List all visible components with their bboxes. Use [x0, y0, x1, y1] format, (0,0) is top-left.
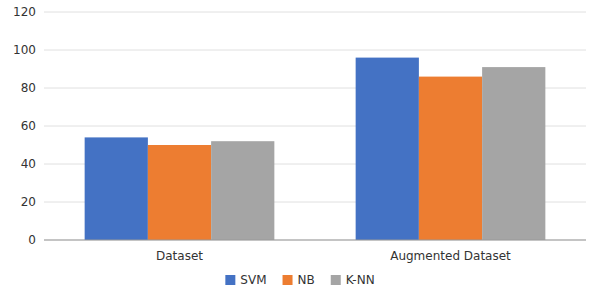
- y-tick-label: 120: [13, 5, 36, 19]
- y-tick-label: 80: [21, 81, 36, 95]
- y-tick-label: 100: [13, 43, 36, 57]
- legend-swatch: [283, 275, 293, 285]
- legend-label: K-NN: [346, 273, 375, 287]
- bar: [148, 145, 211, 240]
- grid-line: [44, 50, 586, 51]
- bar: [482, 67, 545, 240]
- bar: [85, 137, 148, 240]
- legend-swatch: [225, 275, 235, 285]
- grid-line: [44, 12, 586, 13]
- bar: [356, 58, 419, 240]
- bar: [419, 77, 482, 240]
- legend-label: SVM: [240, 273, 266, 287]
- y-tick-label: 0: [28, 233, 36, 247]
- legend: SVM NB K-NN: [225, 273, 374, 287]
- y-tick-label: 20: [21, 195, 36, 209]
- chart-root: 0 20 40 60 80 100 120 Dataset Augmented Dataset S…: [0, 0, 600, 302]
- chart-svg: 0 20 40 60 80 100 120 Dataset Augmented Dataset S…: [0, 0, 600, 302]
- y-tick-label: 60: [21, 119, 36, 133]
- bars: [85, 58, 546, 240]
- grid-line: [44, 240, 586, 241]
- y-tick-label: 40: [21, 157, 36, 171]
- x-axis-line: [44, 240, 586, 241]
- bar: [211, 141, 274, 240]
- x-tick-label: Dataset: [156, 249, 203, 263]
- x-axis: Dataset Augmented Dataset: [156, 249, 511, 263]
- y-axis: 0 20 40 60 80 100 120: [13, 5, 586, 247]
- legend-label: NB: [298, 273, 315, 287]
- x-tick-label: Augmented Dataset: [390, 249, 511, 263]
- legend-swatch: [331, 275, 341, 285]
